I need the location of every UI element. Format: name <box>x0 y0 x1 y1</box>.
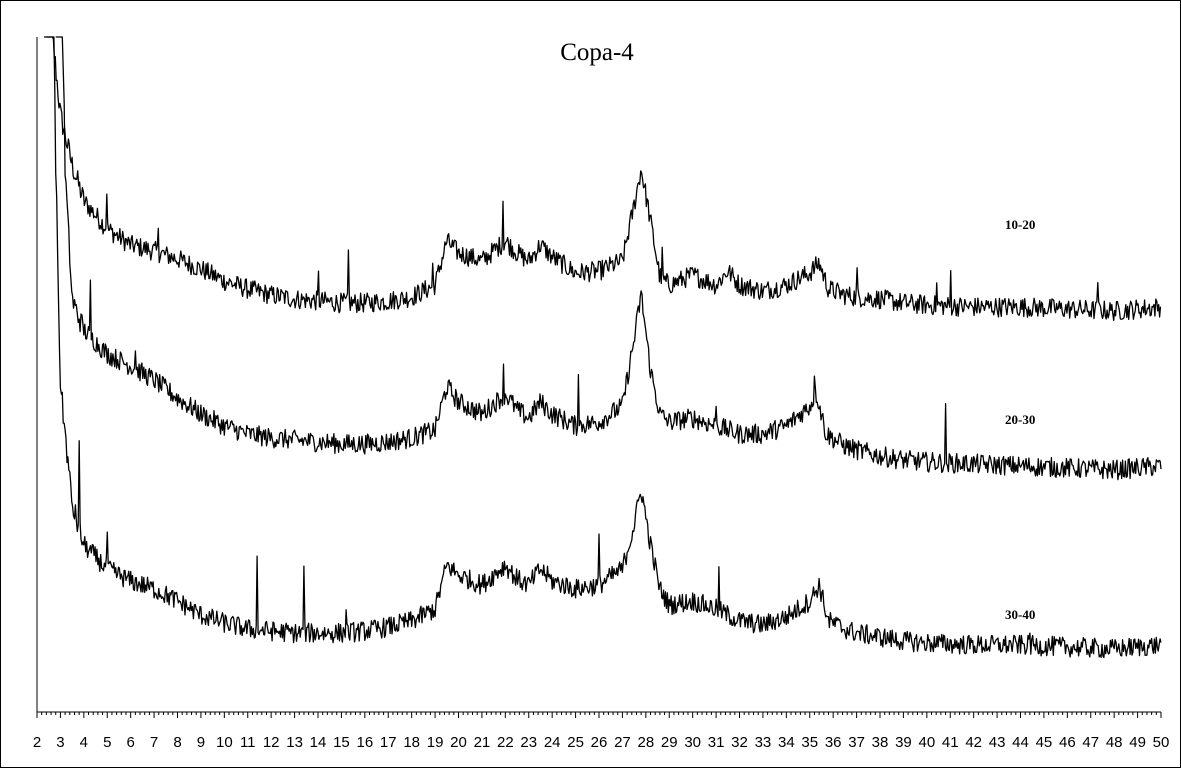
x-tick-label: 23 <box>520 734 537 751</box>
x-tick-label: 17 <box>380 734 397 751</box>
x-tick-label: 48 <box>1106 734 1123 751</box>
x-tick-label: 20 <box>450 734 467 751</box>
x-tick-label: 47 <box>1082 734 1099 751</box>
x-tick-label: 8 <box>173 734 181 751</box>
x-tick-label: 50 <box>1153 734 1170 751</box>
x-tick-label: 44 <box>1012 734 1029 751</box>
x-tick-label: 32 <box>731 734 748 751</box>
x-tick-label: 12 <box>263 734 280 751</box>
x-tick-label: 30 <box>684 734 701 751</box>
series-label-10-20: 10-20 <box>1005 217 1035 232</box>
chart-title: Copa-4 <box>560 39 634 66</box>
series-labels-group: 10-20 20-30 30-40 <box>1005 217 1035 622</box>
series-label-20-30: 20-30 <box>1005 412 1035 427</box>
x-tick-label: 40 <box>918 734 935 751</box>
x-tick-label: 18 <box>403 734 420 751</box>
x-tick-label: 9 <box>197 734 205 751</box>
x-tick-label: 11 <box>240 734 256 751</box>
x-tick-label: 29 <box>661 734 678 751</box>
x-tick-label: 46 <box>1059 734 1076 751</box>
series-trace-10-20 <box>44 36 1162 322</box>
traces-group <box>44 36 1162 659</box>
x-tick-label: 28 <box>637 734 654 751</box>
x-tick-label: 6 <box>126 734 134 751</box>
x-tick-label: 31 <box>708 734 725 751</box>
x-tick-label: 3 <box>56 734 64 751</box>
x-tick-label: 10 <box>216 734 233 751</box>
x-tick-label: 16 <box>356 734 373 751</box>
x-axis-tick-labels: 2 3 4 5 6 7 8 9 10 11 12 13 14 15 16 17 18 19 20 21 22 23 24 25… <box>33 734 1170 751</box>
x-tick-label: 2 <box>33 734 41 751</box>
x-tick-label: 33 <box>755 734 772 751</box>
x-axis-ticks <box>36 712 1162 718</box>
x-tick-label: 7 <box>150 734 158 751</box>
x-tick-label: 42 <box>965 734 982 751</box>
x-tick-label: 41 <box>942 734 959 751</box>
x-tick-label: 49 <box>1129 734 1146 751</box>
series-trace-20-30 <box>55 36 1162 481</box>
x-tick-label: 38 <box>872 734 889 751</box>
series-trace-30-40 <box>46 36 1162 659</box>
x-tick-label: 4 <box>80 734 88 751</box>
x-tick-label: 45 <box>1036 734 1053 751</box>
x-tick-label: 26 <box>591 734 608 751</box>
x-tick-label: 19 <box>427 734 444 751</box>
x-tick-label: 37 <box>848 734 865 751</box>
x-tick-label: 25 <box>567 734 584 751</box>
x-tick-label: 39 <box>895 734 912 751</box>
x-tick-label: 35 <box>801 734 818 751</box>
x-tick-label: 22 <box>497 734 514 751</box>
x-tick-label: 24 <box>544 734 561 751</box>
x-tick-label: 13 <box>286 734 303 751</box>
x-tick-label: 27 <box>614 734 631 751</box>
x-tick-label: 43 <box>989 734 1006 751</box>
x-tick-label: 21 <box>474 734 491 751</box>
x-tick-label: 5 <box>103 734 111 751</box>
x-axis: 2 3 4 5 6 7 8 9 10 11 12 13 14 15 16 17 18 19 20 21 22 23 24 25… <box>33 37 1170 751</box>
x-tick-label: 14 <box>310 734 327 751</box>
x-tick-label: 36 <box>825 734 842 751</box>
x-tick-label: 34 <box>778 734 795 751</box>
x-tick-label: 15 <box>333 734 350 751</box>
series-label-30-40: 30-40 <box>1005 607 1035 622</box>
